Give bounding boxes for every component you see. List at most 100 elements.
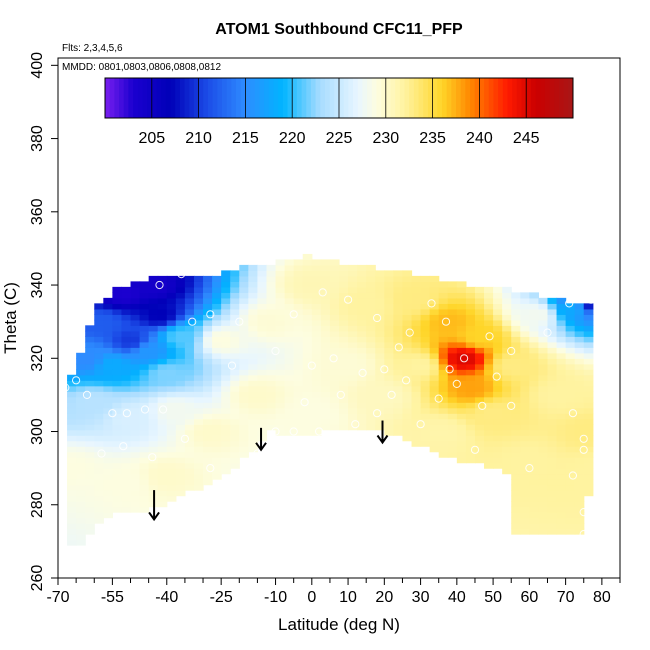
heatmap-cell [284, 325, 295, 332]
heatmap-cell [320, 358, 331, 365]
heatmap-cell [529, 495, 540, 502]
heatmap-cell [320, 424, 331, 431]
heatmap-cell [67, 424, 77, 431]
heatmap-cell [221, 341, 231, 348]
heatmap-cell [203, 396, 213, 403]
heatmap-cell [366, 363, 376, 370]
heatmap-cell [474, 325, 485, 332]
heatmap-cell [511, 352, 521, 359]
heatmap-cell [456, 451, 467, 458]
heatmap-cell [230, 286, 240, 293]
heatmap-cell [520, 314, 530, 321]
heatmap-cell [556, 462, 567, 469]
heatmap-cell [357, 336, 367, 343]
heatmap-cell [339, 407, 349, 414]
heatmap-cell [547, 363, 558, 370]
heatmap-cell [166, 418, 177, 425]
heatmap-cell [493, 363, 503, 370]
heatmap-cell [121, 314, 132, 321]
heatmap-cell [438, 303, 449, 310]
heatmap-cell [230, 325, 240, 332]
heatmap-cell [420, 330, 431, 337]
heatmap-cell [420, 358, 431, 365]
heatmap-cell [493, 451, 503, 458]
heatmap-cell [76, 358, 86, 365]
heatmap-cell [465, 396, 476, 403]
sample-marker [188, 317, 197, 326]
heatmap-cell [348, 407, 358, 414]
colorbar-swatch [413, 78, 420, 118]
heatmap-cell [121, 457, 132, 464]
heatmap-cell [502, 418, 512, 425]
heatmap-cell [112, 391, 123, 398]
heatmap-cell [175, 286, 186, 293]
heatmap-cell [148, 374, 159, 381]
heatmap-cell [556, 402, 567, 409]
sample-marker [586, 295, 596, 304]
heatmap-cell [248, 385, 259, 392]
colorbar-swatch [465, 78, 471, 118]
heatmap-cell [447, 325, 458, 332]
y-tick-label: 320 [29, 345, 46, 372]
heatmap-cell [348, 308, 358, 315]
heatmap-cell [221, 281, 231, 288]
heatmap-cell [493, 391, 503, 398]
heatmap-cell [502, 303, 512, 310]
heatmap-cell [239, 424, 249, 431]
heatmap-cell [230, 275, 240, 282]
heatmap-cell [221, 468, 231, 475]
heatmap-cell [484, 336, 494, 343]
heatmap-cell [465, 330, 476, 337]
heatmap-cell [474, 374, 485, 381]
heatmap-cell [447, 352, 458, 359]
sample-marker [180, 434, 189, 443]
heatmap-cell [493, 319, 503, 326]
heatmap-cell [547, 336, 558, 343]
heatmap-cell [184, 424, 195, 431]
x-tick-label: 60 [520, 589, 538, 606]
colorbar-swatch [254, 78, 260, 118]
heatmap-cell [175, 402, 186, 409]
heatmap-cell [184, 396, 195, 403]
colorbar-swatch [339, 78, 345, 118]
heatmap-cell [284, 297, 295, 304]
heatmap-cell [76, 528, 86, 535]
heatmap-cell [402, 281, 413, 288]
heatmap-cell [112, 479, 123, 486]
heatmap-cell [565, 325, 576, 332]
heatmap-cell [502, 429, 512, 436]
heatmap-cell [583, 429, 594, 436]
heatmap-cell [384, 374, 394, 381]
heatmap-cell [311, 275, 322, 282]
heatmap-cell [547, 495, 558, 502]
heatmap-cell [275, 330, 286, 337]
heatmap-cell [221, 336, 231, 343]
heatmap-cell [221, 413, 231, 420]
heatmap-cell [266, 369, 277, 376]
heatmap-cell [438, 347, 449, 354]
colorbar-swatch [114, 78, 120, 118]
heatmap-cell [293, 374, 304, 381]
heatmap-cell [411, 308, 422, 315]
heatmap-cell [193, 435, 204, 442]
heatmap-cell [230, 402, 240, 409]
heatmap-cell [148, 413, 159, 420]
heatmap-cell [130, 429, 141, 436]
heatmap-cell [212, 308, 222, 315]
heatmap-cell [257, 275, 268, 282]
heatmap-cell [520, 374, 530, 381]
heatmap-cell [329, 286, 340, 293]
heatmap-cell [203, 429, 213, 436]
heatmap-cell [85, 347, 95, 354]
heatmap-cell [348, 385, 358, 392]
heatmap-cell [257, 336, 268, 343]
heatmap-cell [520, 468, 530, 475]
heatmap-cell [393, 369, 404, 376]
heatmap-cell [293, 325, 304, 332]
sample-marker [271, 427, 280, 436]
heatmap-cell [230, 457, 240, 464]
heatmap-cell [429, 275, 440, 282]
heatmap-cell [366, 297, 376, 304]
heatmap-cell [583, 457, 594, 464]
heatmap-cell [275, 325, 286, 332]
